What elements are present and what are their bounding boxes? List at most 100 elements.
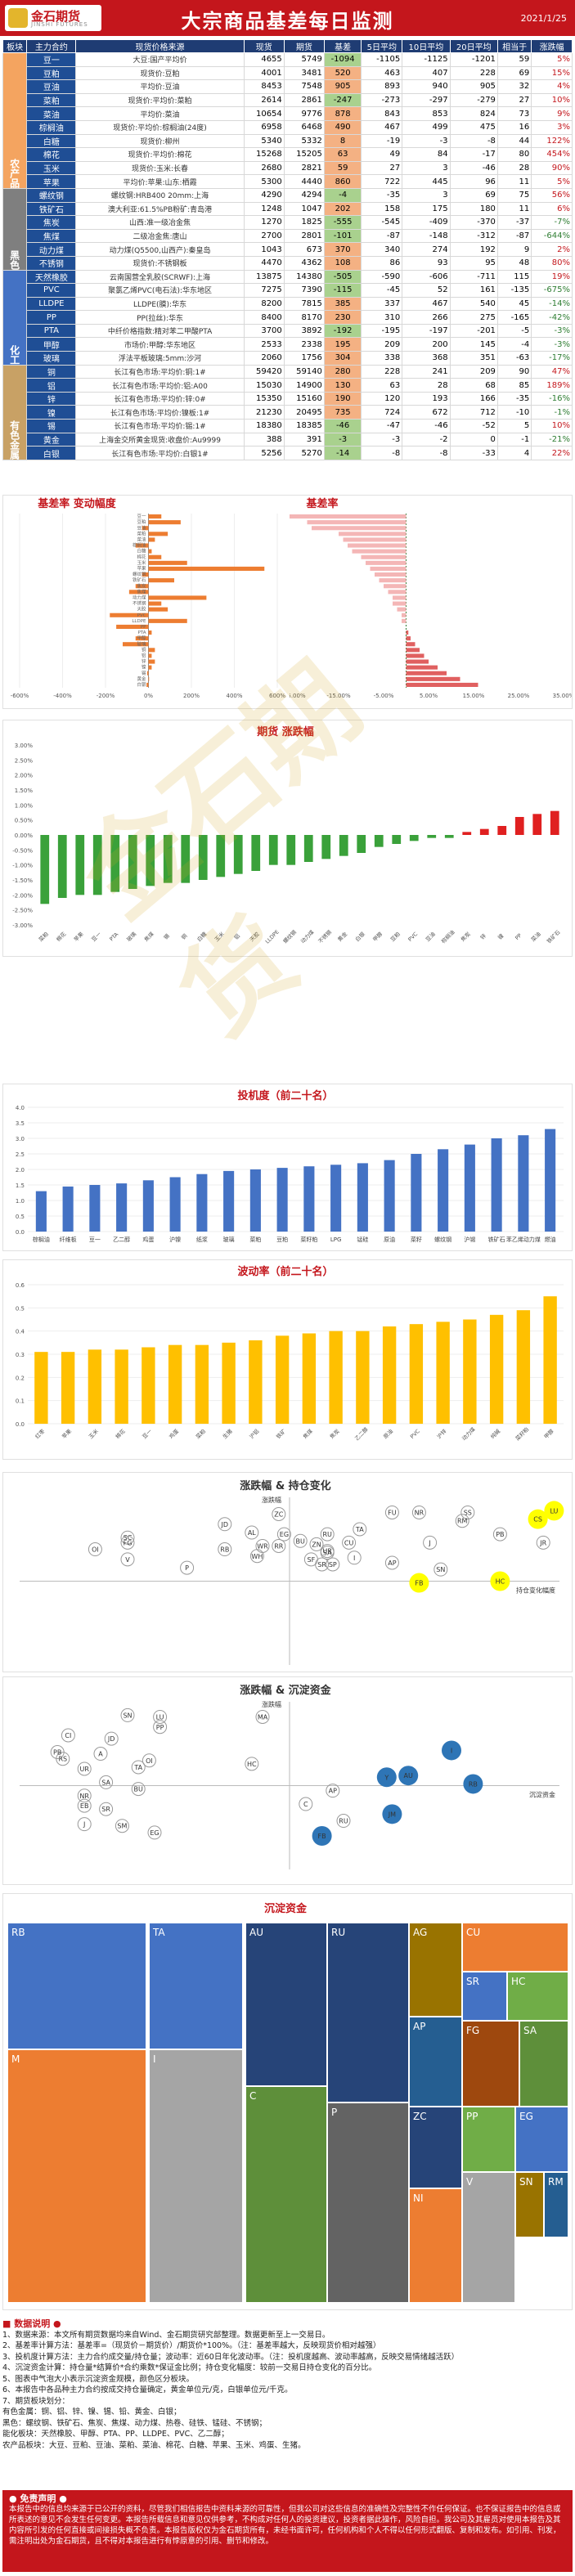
- table-cell: 48: [496, 255, 532, 271]
- table-cell: 843: [361, 106, 403, 121]
- table-row: 铝长江有色市场:平均价:铝:A00 15030 14900 130 63 28 68 85 18…: [3, 378, 573, 393]
- category-label: 红枣: [34, 1427, 47, 1440]
- bar: [88, 1349, 102, 1424]
- x-axis-label: 持仓变化幅度: [516, 1586, 555, 1595]
- bubble-label: NR: [415, 1509, 425, 1516]
- table-cell: 焦煤: [26, 228, 77, 244]
- table-cell: 平均价:苹果:山东:栖霞: [75, 174, 245, 189]
- bar: [146, 835, 155, 886]
- table-cell: 52: [402, 283, 451, 298]
- table-cell: 2533: [243, 337, 285, 352]
- table-row: 镍长江有色市场:平均价:镍板:1# 21230 20495 735 724 672 712-…: [3, 405, 573, 420]
- treemap-label: I: [153, 2053, 156, 2065]
- treemap-cell: [506, 1971, 569, 2022]
- table-cell: 15%: [531, 65, 573, 81]
- bar: [384, 1160, 395, 1232]
- tick-label: 3.5: [16, 1120, 25, 1127]
- bar: [303, 1166, 315, 1232]
- table-row: 锌长江有色市场:平均价:锌:0# 15350 15160 190 120 193 166 -3…: [3, 391, 573, 406]
- table-row: 焦煤 二级冶金焦:唐山 2700 2801 -101 -87 -148 -312 -87 -644…: [3, 228, 573, 244]
- x-axis-label: 沉淀资金: [529, 1791, 555, 1799]
- table-cell: 玉米: [26, 160, 77, 176]
- bar: [62, 1186, 74, 1232]
- table-cell: -87: [496, 228, 532, 244]
- bar: [406, 648, 420, 653]
- bar: [116, 624, 149, 629]
- table-cell: -87: [361, 228, 403, 244]
- treemap-cell: [148, 1922, 244, 2050]
- tick-label: 600%: [269, 693, 285, 699]
- table-cell: 平均价:豆油: [75, 79, 245, 94]
- table-cell: -675%: [531, 283, 573, 298]
- category-label: 玻璃: [125, 930, 138, 943]
- table-cell: 190: [323, 391, 362, 406]
- table-cell: 56%: [531, 187, 573, 203]
- category-label: 菜粕: [249, 1236, 261, 1243]
- bar: [148, 659, 155, 664]
- category-label: 苹果: [72, 930, 85, 943]
- section-label: 有色金属: [2, 364, 28, 460]
- bubble: [384, 1555, 399, 1570]
- table-header: 期货: [283, 39, 325, 53]
- table-cell: -3%: [531, 323, 573, 339]
- fund-scatter-panel: 涨跌幅 & 沉淀资金 涨跌幅 沉淀资金 SN LU MA PP CI JD I RS PB A OI AU U…: [2, 1676, 573, 1885]
- table-cell: 甲醇: [26, 337, 77, 352]
- chart-title: 波动率（前二十名）: [237, 1265, 333, 1278]
- bubble-label: RB: [220, 1546, 229, 1554]
- table-row: 农产品 豆一 大豆:国产平均价 4655 5749 -1094 -1105 -1125 -120…: [2, 52, 573, 189]
- bubble: [463, 1774, 483, 1794]
- category-label: 豆一: [142, 1428, 154, 1440]
- bar: [148, 578, 174, 583]
- bar: [402, 613, 407, 617]
- bubble: [411, 1505, 426, 1519]
- basis-table: 板块 主力合约 现货价格来源 现货 期货 基差 5日平均 10日平均 20日平均 相当于 涨跌幅 农…: [2, 39, 573, 460]
- bar: [339, 532, 407, 536]
- tick-label: 0%: [144, 693, 153, 699]
- table-cell: 2680: [243, 160, 285, 176]
- table-cell: 161: [449, 283, 498, 298]
- category-label: 苯乙烯动力煤: [506, 1236, 541, 1243]
- table-cell: -21%: [531, 432, 573, 447]
- bar: [436, 1322, 450, 1424]
- bar: [393, 595, 407, 600]
- bubble: [342, 1535, 357, 1550]
- table-cell: 15268: [243, 147, 285, 162]
- bubble: [104, 1731, 119, 1746]
- bubble-label: SA: [101, 1779, 110, 1786]
- bar: [110, 613, 149, 617]
- table-cell: 95: [449, 255, 498, 271]
- bar: [497, 826, 507, 835]
- bubble-label: FB: [415, 1580, 423, 1587]
- treemap-label: TA: [152, 1927, 165, 1938]
- tick-label: 1.5: [16, 1183, 25, 1189]
- table-cell: 520: [323, 65, 362, 81]
- table-cell: 澳大利亚:61.5%PB粉矿:青岛港: [75, 201, 245, 217]
- table-cell: -47: [361, 419, 403, 433]
- bar: [146, 682, 149, 687]
- table-cell: 长江有色市场:平均价:铜:1#: [75, 364, 245, 379]
- table-cell: 玻璃: [26, 351, 77, 366]
- table-cell: -42%: [531, 310, 573, 325]
- table-cell: -8: [361, 446, 403, 460]
- table-cell: LLDPE: [26, 296, 77, 312]
- table-cell: 平均价:菜油: [75, 106, 245, 121]
- table-cell: 47%: [531, 364, 573, 379]
- bar: [303, 835, 313, 862]
- table-cell: 391: [283, 432, 325, 447]
- chart-title: 涨跌幅 & 沉淀资金: [239, 1684, 331, 1697]
- bubble: [245, 1757, 259, 1771]
- bubble-label: ZN: [312, 1541, 321, 1548]
- bar: [532, 814, 542, 835]
- bar: [302, 1333, 317, 1424]
- bubble-label: TA: [133, 1764, 142, 1771]
- treemap-cell: [543, 2171, 569, 2238]
- table-cell: LLDPE(膜):华东: [75, 296, 245, 312]
- bubble-label: P: [185, 1564, 189, 1572]
- bubble: [536, 1535, 550, 1550]
- table-cell: 4470: [243, 255, 285, 271]
- table-cell: 189%: [531, 378, 573, 393]
- table-cell: 4290: [243, 187, 285, 203]
- table-cell: 28: [402, 378, 451, 393]
- tick-label: 4.0: [16, 1105, 25, 1111]
- table-cell: 动力煤(Q5500,山西产):秦皇岛: [75, 242, 245, 257]
